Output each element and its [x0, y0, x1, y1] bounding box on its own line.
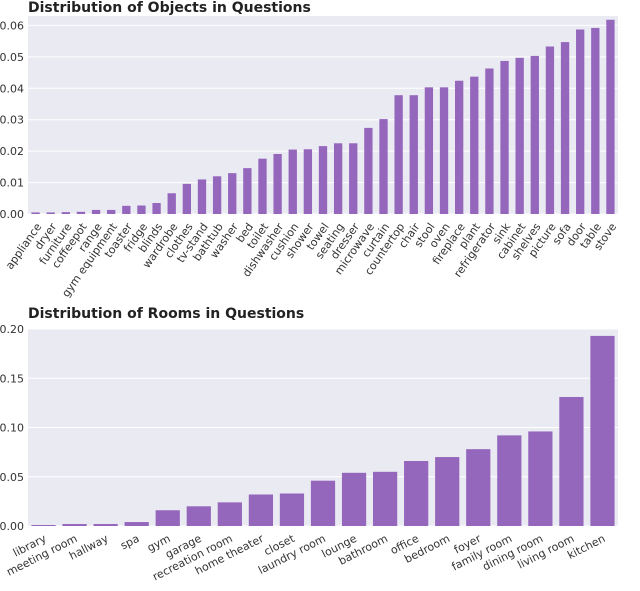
y-tick-label: 0.00: [0, 520, 24, 533]
y-tick-label: 0.10: [0, 422, 24, 435]
bar: [318, 146, 328, 214]
bar: [559, 396, 584, 526]
objects-chart: Distribution of Objects in Questions 0.0…: [0, 0, 619, 300]
rooms-chart: Distribution of Rooms in Questions 0.00 0…: [0, 306, 640, 591]
bar: [62, 524, 87, 526]
bar: [31, 525, 56, 526]
bar: [258, 158, 267, 214]
bar: [46, 212, 55, 214]
bar: [466, 449, 491, 526]
bar: [31, 212, 40, 214]
bar: [454, 80, 464, 214]
bar: [303, 149, 313, 214]
bar: [228, 173, 237, 214]
bar: [124, 522, 149, 526]
bar: [435, 457, 460, 526]
y-tick-label: 0.00: [0, 208, 24, 221]
bar: [107, 209, 116, 214]
bar: [530, 55, 539, 214]
bar: [470, 76, 479, 215]
bar: [591, 27, 600, 215]
y-tick-label: 0.03: [0, 114, 24, 127]
y-tick-label: 0.06: [0, 19, 24, 32]
bar: [155, 510, 180, 526]
bar: [500, 60, 509, 214]
bar: [333, 143, 343, 214]
bar: [76, 211, 86, 214]
bar: [217, 502, 242, 526]
y-tick-label: 0.15: [0, 372, 24, 385]
bar: [485, 68, 494, 214]
x-tick-label: spa: [118, 532, 141, 552]
bar: [439, 87, 449, 214]
bar: [424, 87, 434, 214]
bar: [364, 127, 373, 214]
chart-title: Distribution of Objects in Questions: [28, 0, 311, 16]
chart-title: Distribution of Rooms in Questions: [28, 306, 305, 322]
y-tick-label: 0.01: [0, 177, 24, 190]
bar: [279, 493, 305, 526]
bar: [137, 205, 146, 214]
bar: [197, 179, 207, 214]
objects-chart-svg: 0.000.010.020.030.040.050.06appliancedry…: [0, 16, 619, 300]
bar: [515, 57, 524, 214]
bar: [212, 176, 222, 214]
bar: [606, 19, 615, 215]
bar: [590, 335, 615, 526]
y-tick-label: 0.05: [0, 51, 24, 64]
y-tick-label: 0.02: [0, 145, 24, 158]
y-tick-label: 0.20: [0, 323, 24, 336]
bar: [341, 472, 367, 526]
y-tick-label: 0.05: [0, 471, 24, 484]
bar: [243, 168, 252, 214]
bar: [349, 143, 358, 214]
bar: [379, 119, 388, 214]
bar: [497, 435, 522, 526]
bar: [167, 193, 176, 214]
bar: [576, 29, 585, 215]
bar: [404, 460, 429, 526]
bar: [186, 506, 211, 526]
bar: [61, 212, 70, 214]
bar: [560, 42, 570, 215]
bar: [93, 524, 118, 526]
bar: [545, 46, 555, 214]
bar: [288, 149, 297, 214]
bar: [528, 431, 553, 526]
bar: [409, 95, 418, 214]
y-tick-label: 0.04: [0, 82, 24, 95]
bar: [310, 480, 336, 526]
bar: [182, 183, 192, 214]
bar: [91, 209, 101, 214]
bar: [122, 205, 131, 214]
bar: [372, 471, 398, 526]
bar: [248, 494, 274, 526]
bar: [394, 95, 403, 214]
bar: [273, 153, 282, 214]
bar: [152, 203, 161, 214]
